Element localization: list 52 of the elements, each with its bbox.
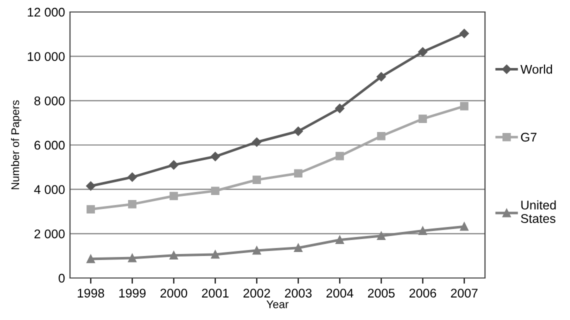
y-axis-title: Number of Papers	[10, 100, 22, 190]
y-tick-label: 4 000	[34, 185, 65, 194]
point	[211, 250, 220, 259]
point	[86, 181, 96, 191]
y-tick-label: 2 000	[34, 229, 65, 238]
x-tick-label: 2007	[450, 288, 478, 298]
point	[377, 132, 386, 140]
point	[335, 104, 344, 114]
point	[377, 232, 386, 240]
x-tick-label: 2004	[326, 288, 354, 298]
x-tick-label: 2002	[243, 288, 270, 298]
y-tick-label: 8 000	[34, 96, 65, 106]
x-tick-label: 2003	[284, 288, 312, 298]
legend-label: G7	[521, 132, 536, 142]
y-tick-label: 12 000	[28, 8, 65, 17]
x-tick-label: 1999	[119, 288, 146, 298]
point	[86, 205, 95, 214]
y-tick-label: 6 000	[34, 140, 65, 150]
point	[170, 251, 178, 260]
y-tick-label: 0	[58, 274, 65, 283]
point	[210, 152, 220, 162]
point	[252, 176, 261, 184]
point	[294, 244, 302, 252]
point	[376, 72, 386, 82]
x-axis-title: Year	[266, 300, 289, 308]
point	[336, 236, 344, 244]
point	[128, 172, 137, 182]
x-tick-label: 2000	[160, 288, 188, 298]
point	[460, 28, 469, 38]
point	[211, 186, 220, 196]
point	[418, 47, 428, 57]
y-tick-label: 10 000	[28, 52, 65, 61]
point	[418, 114, 427, 124]
legend-label: United States	[520, 200, 556, 223]
point	[169, 160, 178, 170]
point	[336, 152, 344, 160]
point	[252, 246, 261, 255]
point	[128, 200, 136, 208]
point	[252, 137, 262, 147]
x-tick-label: 2005	[368, 288, 395, 298]
point	[460, 222, 468, 231]
x-tick-label: 1998	[78, 288, 104, 298]
point	[86, 254, 95, 264]
legend-label: World	[520, 64, 552, 74]
point	[418, 226, 427, 235]
point	[460, 102, 468, 110]
point	[170, 192, 178, 200]
x-tick-label: 2006	[409, 288, 436, 298]
point	[294, 169, 302, 178]
x-tick-label: 2001	[202, 288, 229, 298]
point	[294, 126, 303, 136]
point	[128, 254, 136, 262]
